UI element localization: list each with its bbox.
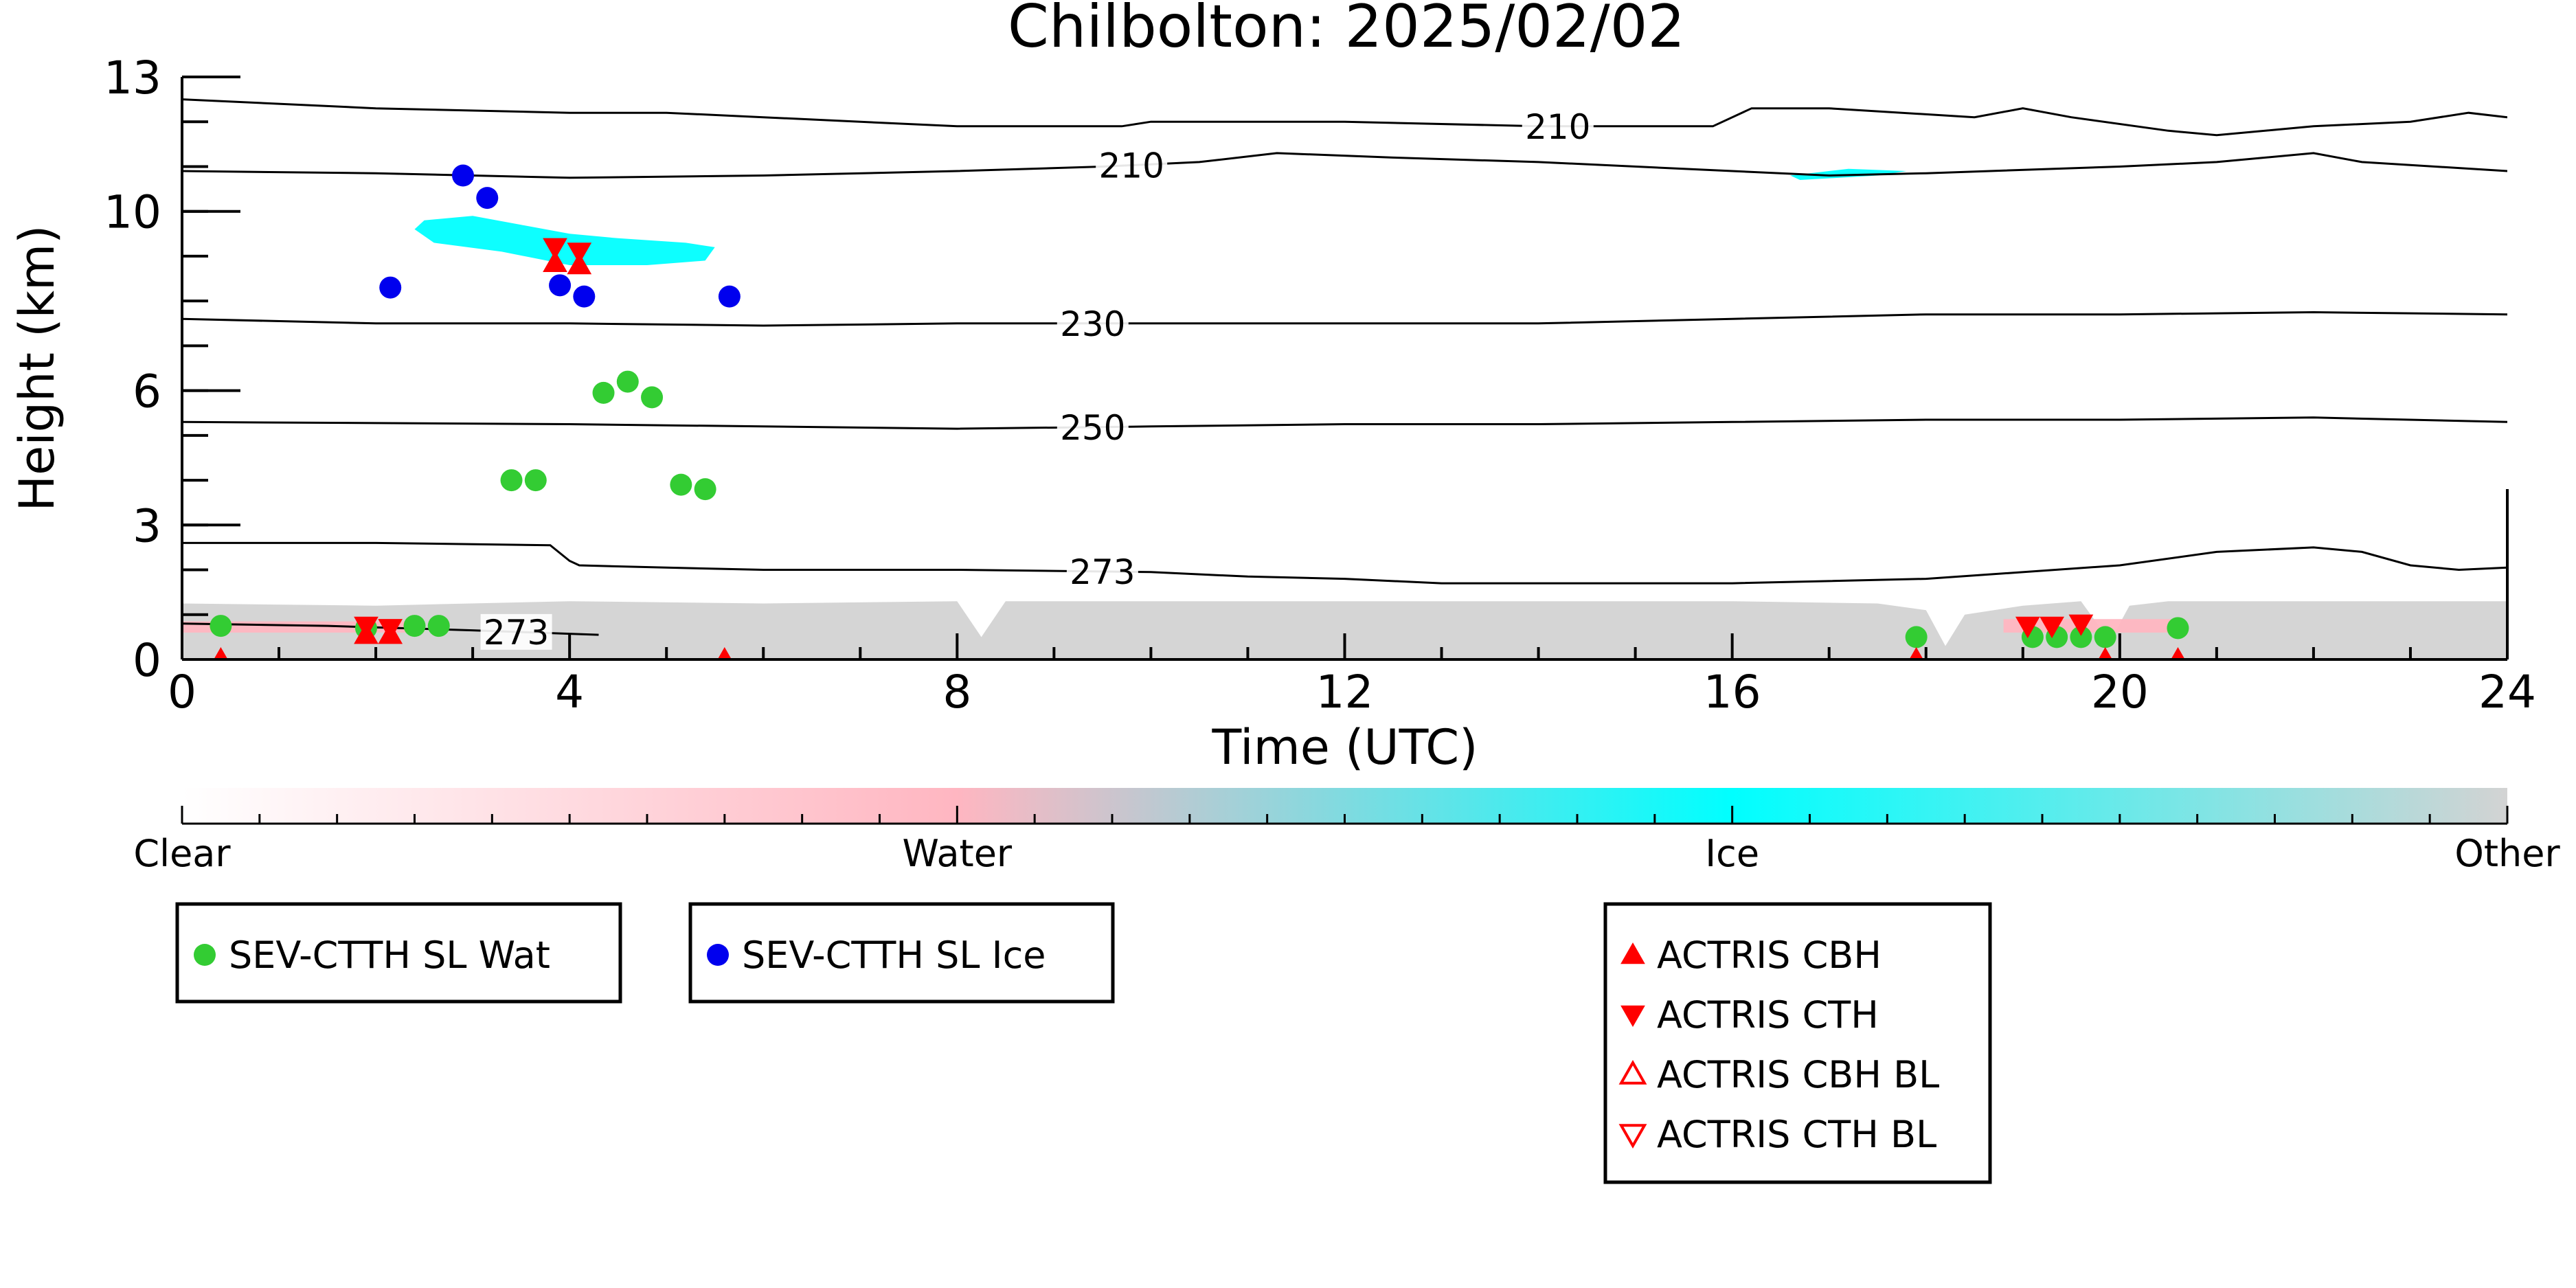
legend-marker-0-0 — [194, 944, 216, 966]
data-point-circle-0-6 — [592, 381, 615, 404]
plot-area: 210 210 230 250 273 273 — [182, 98, 2507, 659]
legend-entry-2-3: ACTRIS CTH BL — [1657, 1113, 1936, 1156]
data-point-triangle-up-2-6 — [1909, 646, 1923, 659]
data-point-circle-1-0 — [379, 276, 402, 299]
x-tick-label-6: 24 — [2478, 666, 2536, 719]
colorbar-label-0: Clear — [133, 832, 231, 875]
x-tick-label-4: 16 — [1704, 666, 1761, 719]
legend-entry-2-1: ACTRIS CTH — [1657, 993, 1879, 1037]
y-tick-label-1: 3 — [133, 499, 161, 552]
data-point-circle-0-14 — [2070, 626, 2092, 648]
chart-title: Chilbolton: 2025/02/02 — [1008, 0, 1685, 61]
contour-label-bg-0 — [1522, 108, 1594, 144]
data-point-triangle-down-3-4 — [2015, 616, 2040, 639]
legend-box-0 — [175, 902, 622, 1004]
legend-marker-2-1 — [1620, 1005, 1645, 1028]
data-point-circle-0-5 — [524, 469, 547, 492]
legend-box-1 — [688, 902, 1115, 1004]
data-point-triangle-down-3-2 — [543, 238, 567, 260]
x-axis-label: Time (UTC) — [1212, 719, 1478, 776]
data-point-circle-0-4 — [500, 469, 523, 492]
data-point-circle-1-2 — [476, 187, 499, 210]
legend-marker-2-2 — [1618, 1059, 1647, 1085]
temperature-contour-2 — [182, 310, 2507, 327]
data-point-circle-0-8 — [641, 386, 664, 409]
contour-label-4: 273 — [1070, 552, 1135, 592]
data-point-circle-0-7 — [616, 370, 639, 393]
data-point-triangle-down-3-0 — [354, 616, 379, 639]
data-point-circle-0-11 — [1905, 626, 1928, 648]
data-point-circle-0-9 — [670, 473, 692, 496]
colorbar-label-2: Ice — [1705, 832, 1759, 875]
data-point-circle-1-4 — [573, 285, 596, 308]
data-point-circle-0-15 — [2094, 626, 2116, 648]
data-point-triangle-down-3-3 — [567, 242, 592, 264]
data-point-circle-0-16 — [2167, 617, 2189, 640]
data-point-triangle-down-3-6 — [2068, 614, 2094, 636]
data-point-circle-0-0 — [210, 615, 232, 637]
data-point-triangle-down-3-1 — [378, 619, 403, 641]
contour-label-bg-3 — [1057, 409, 1129, 445]
phase-colorbar: Clear Water Ice Other — [133, 788, 2560, 875]
contour-label-3: 250 — [1060, 408, 1125, 448]
data-point-circle-0-3 — [427, 615, 450, 637]
legend-entry-2-0: ACTRIS CBH — [1657, 934, 1882, 977]
temperature-contour-4 — [182, 541, 2507, 585]
y-tick-label-0: 0 — [133, 634, 161, 687]
data-point-triangle-up-2-3 — [543, 250, 567, 272]
x-tick-label-0: 0 — [168, 666, 196, 719]
y-tick-label-2: 6 — [133, 365, 161, 418]
contour-label-5: 273 — [484, 613, 549, 653]
y-tick-label-4: 13 — [104, 52, 161, 104]
contour-label-bg-2 — [1057, 305, 1129, 341]
y-axis-label: Height (km) — [9, 225, 65, 512]
legend-marker-2-3 — [1618, 1124, 1647, 1149]
legend-entry-1-0: SEV-CTTH SL Ice — [742, 934, 1046, 977]
colorbar-label-1: Water — [903, 832, 1013, 875]
data-point-triangle-up-2-7 — [2098, 646, 2112, 659]
legend-entry-0-0: SEV-CTTH SL Wat — [229, 934, 550, 977]
data-point-circle-0-2 — [403, 615, 426, 637]
data-point-circle-1-1 — [452, 164, 475, 187]
temperature-contour-3 — [182, 416, 2507, 430]
data-point-triangle-up-2-8 — [2171, 646, 2185, 659]
legend-marker-2-0 — [1620, 942, 1645, 964]
legends: SEV-CTTH SL Wat SEV-CTTH SL Ice ACTRIS CBH… — [175, 902, 1992, 1184]
data-point-circle-0-10 — [694, 478, 716, 501]
cloud-region-other-2 — [182, 601, 2507, 659]
colorbar-label-3: Other — [2454, 832, 2560, 875]
x-tick-label-3: 12 — [1316, 666, 1374, 719]
data-point-circle-1-5 — [718, 285, 741, 308]
data-point-triangle-up-2-5 — [717, 646, 732, 659]
temperature-contour-0 — [182, 98, 2507, 137]
contour-label-1: 210 — [1098, 146, 1164, 186]
data-point-circle-1-3 — [549, 274, 572, 297]
data-point-triangle-down-3-5 — [2040, 616, 2064, 639]
contour-label-bg-5 — [480, 613, 552, 650]
legend-marker-1-0 — [707, 944, 729, 966]
temperature-contour-1 — [182, 152, 2507, 179]
x-tick-label-1: 4 — [555, 666, 584, 719]
contour-label-0: 210 — [1525, 107, 1590, 147]
contour-label-bg-4 — [1066, 553, 1138, 589]
y-tick-label-3: 10 — [104, 186, 161, 239]
legend-entry-2-2: ACTRIS CBH BL — [1657, 1053, 1939, 1096]
axes: 0 4 8 12 16 20 24 0 3 6 10 13 — [104, 52, 2536, 719]
contour-label-bg-1 — [1096, 147, 1168, 183]
contour-label-2: 230 — [1060, 304, 1125, 344]
legend-box-2 — [1603, 902, 1992, 1184]
x-tick-label-2: 8 — [942, 666, 971, 719]
data-point-triangle-up-2-0 — [214, 646, 228, 659]
x-tick-label-5: 20 — [2091, 666, 2149, 719]
